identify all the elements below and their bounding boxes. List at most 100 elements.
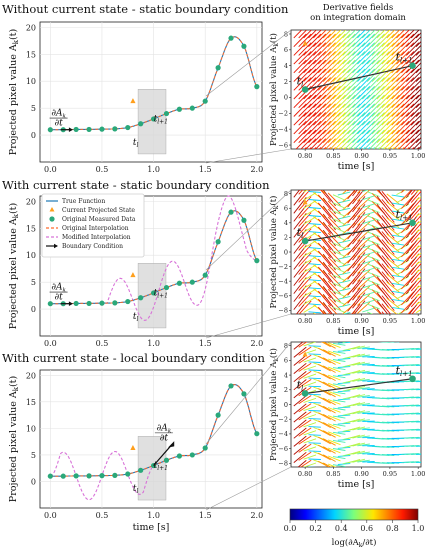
field-segment: [332, 407, 346, 411]
field-segment: [401, 291, 415, 306]
field-segment: [410, 270, 421, 284]
field-segment: [318, 436, 331, 445]
field-segment: [352, 410, 366, 415]
colorbar-tick-label: 1.0: [412, 524, 425, 533]
field-segment: [337, 59, 351, 74]
field-segment: [347, 120, 361, 135]
field-segment: [362, 364, 375, 366]
field-segment: [415, 49, 421, 56]
field-segment: [295, 138, 307, 149]
field-segment: [366, 30, 376, 39]
field-segment: [391, 120, 405, 135]
field-segment: [313, 42, 327, 56]
state-end-point: [409, 375, 416, 383]
field-segment: [391, 218, 405, 222]
x-tick-label: 0.90: [354, 317, 368, 325]
measured-point: [189, 452, 195, 458]
field-segment: [352, 426, 366, 431]
field-segment: [362, 428, 375, 431]
colorbar-tick-label: 0.6: [360, 524, 373, 533]
field-segment: [308, 401, 321, 404]
field-segment: [401, 211, 415, 226]
field-segment: [327, 216, 341, 230]
field-segment: [322, 357, 336, 365]
field-segment: [381, 263, 395, 279]
field-segment: [396, 112, 410, 126]
field-segment: [391, 68, 405, 82]
field-segment: [294, 17, 307, 30]
y-tick-label: −2: [278, 263, 288, 271]
field-segment: [308, 450, 321, 452]
field-segment: [362, 388, 375, 390]
field-segment: [364, 138, 376, 149]
field-segment: [322, 446, 336, 454]
x-tick-label: 0.85: [326, 317, 340, 325]
field-segment: [362, 251, 375, 257]
field-segment: [396, 30, 405, 39]
field-lines: [293, 190, 421, 314]
colorbar-tick-label: 0.0: [284, 524, 297, 533]
field-segment: [337, 342, 351, 344]
field-segment: [376, 51, 390, 65]
field-segment: [334, 138, 346, 149]
field-segment: [391, 250, 405, 254]
field-segment: [391, 85, 405, 100]
field-segment: [303, 373, 317, 379]
field-segment: [362, 235, 375, 241]
field-segment: [337, 271, 351, 276]
field-segment: [337, 287, 351, 292]
field-segment: [342, 190, 348, 194]
field-segment: [308, 68, 322, 82]
field-segment: [347, 239, 361, 256]
t-l-label: tl: [133, 312, 139, 323]
field-segment: [410, 206, 421, 219]
field-segment: [298, 112, 312, 126]
field-segment: [322, 414, 336, 422]
field-segment: [327, 112, 341, 126]
modified-interpolation-line: [50, 195, 257, 321]
y-tick-label: 8: [284, 190, 288, 198]
field-segment: [347, 199, 361, 216]
y-axis-label: Projected pixel value Ak(t): [268, 196, 280, 309]
field-segment: [352, 51, 366, 65]
field-segment: [391, 103, 405, 117]
field-segment: [347, 51, 361, 65]
y-tick-label: 6: [284, 357, 288, 365]
field-segment: [327, 407, 341, 413]
field-segment: [353, 300, 366, 314]
t-l1-label: tl+1: [396, 208, 413, 222]
state-end-point: [409, 219, 416, 227]
field-segment: [313, 112, 327, 126]
y-tick-label: 2: [284, 386, 288, 394]
field-segment: [401, 120, 415, 135]
field-segment: [327, 129, 341, 144]
field-segment: [391, 129, 405, 144]
field-segment: [322, 365, 336, 373]
field-segment: [352, 418, 366, 423]
field-segment: [298, 435, 312, 445]
field-segment: [381, 231, 395, 247]
field-segment: [322, 120, 336, 135]
field-segment: [327, 288, 341, 303]
legend-true-function: True Function: [62, 198, 105, 205]
field-segment: [310, 138, 322, 149]
field-segment: [362, 307, 375, 313]
x-tick-label: 0.90: [354, 470, 368, 478]
field-segment: [332, 242, 346, 250]
field-segment: [332, 274, 346, 282]
field-segment: [332, 103, 346, 117]
legend-measured: Original Measured Data: [62, 216, 136, 223]
field-segment: [357, 443, 370, 447]
field-segment: [357, 129, 371, 144]
field-segment: [391, 258, 405, 262]
field-segment: [298, 244, 312, 259]
field-segment: [293, 443, 307, 455]
field-segment: [337, 406, 351, 409]
field-segment: [293, 68, 307, 82]
derivative-label-den: ∂t: [54, 119, 63, 129]
field-segment: [401, 42, 415, 56]
field-segment: [303, 208, 317, 217]
field-segment: [337, 191, 351, 196]
field-segment: [376, 33, 390, 48]
field-segment: [293, 342, 304, 350]
